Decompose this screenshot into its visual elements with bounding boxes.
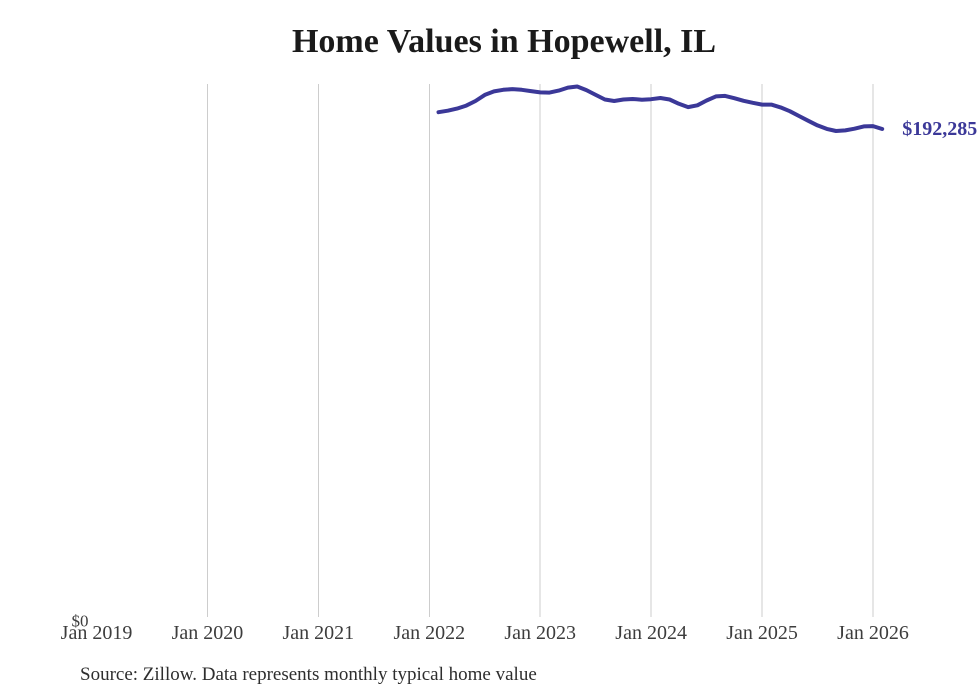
- x-tick-label: Jan 2024: [615, 622, 687, 644]
- y-axis-zero-label: $0: [71, 611, 89, 631]
- source-note: Source: Zillow. Data represents monthly …: [80, 664, 537, 685]
- current-value-label: $192,285: [902, 117, 978, 140]
- x-tick-label: Jan 2022: [393, 622, 466, 644]
- gridlines: [206, 84, 874, 617]
- home-value-line: [436, 84, 885, 133]
- x-tick-label: Jan 2026: [837, 622, 909, 644]
- x-tick-label: Jan 2021: [282, 622, 355, 644]
- x-tick-label: Jan 2025: [726, 622, 798, 644]
- chart-title: Home Values in Hopewell, IL: [291, 23, 717, 60]
- x-tick-label: Jan 2023: [504, 622, 577, 644]
- x-tick-label: Jan 2020: [171, 622, 244, 644]
- x-tick-label: Jan 2019: [60, 622, 133, 644]
